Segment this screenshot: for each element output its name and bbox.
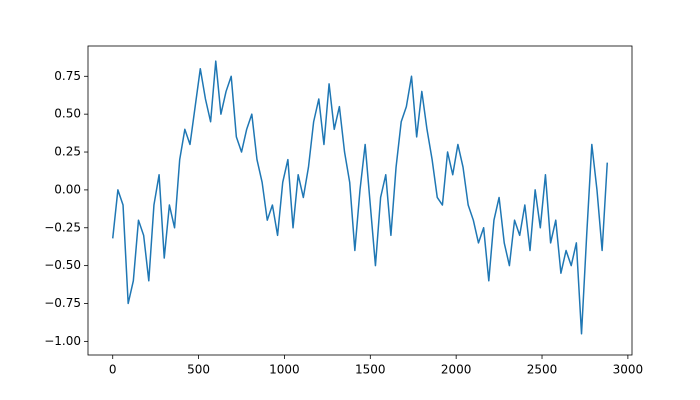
y-tick-label: 0.50	[54, 107, 81, 121]
y-tick-label: 0.25	[54, 145, 81, 159]
y-tick-label: 0.00	[54, 182, 81, 196]
y-tick-label: −1.00	[44, 334, 81, 348]
data-line	[111, 60, 609, 335]
x-tick-label: 0	[109, 363, 117, 377]
plot-frame	[87, 45, 633, 356]
x-tick-label: 1500	[355, 363, 386, 377]
x-tick-label: 2000	[441, 363, 472, 377]
y-tick-label: 0.75	[54, 69, 81, 83]
y-tick-label: −0.25	[44, 220, 81, 234]
y-tick-label: −0.75	[44, 296, 81, 310]
x-tick-label: 500	[187, 363, 210, 377]
x-tick-label: 2500	[527, 363, 558, 377]
y-tick-label: −0.50	[44, 258, 81, 272]
x-tick-label: 1000	[269, 363, 300, 377]
x-tick-label: 3000	[613, 363, 644, 377]
